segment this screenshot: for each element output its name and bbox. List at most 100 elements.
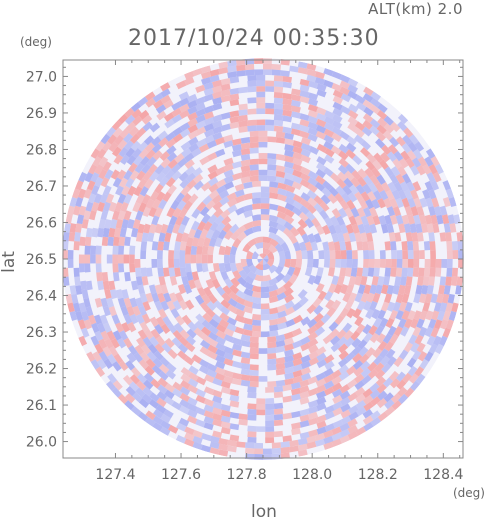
field-cell: [419, 310, 428, 321]
field-cell: [249, 136, 259, 143]
field-cell: [193, 279, 203, 290]
field-cell: [251, 330, 261, 338]
field-cell: [170, 163, 181, 174]
field-cell: [186, 179, 197, 190]
field-cell: [118, 236, 126, 247]
field-cell: [282, 109, 293, 117]
field-cell: [83, 188, 93, 199]
field-cell: [403, 223, 412, 234]
field-cell: [139, 292, 148, 303]
field-cell: [83, 297, 91, 308]
field-cell: [323, 167, 334, 177]
field-cell: [126, 305, 135, 317]
field-cell: [235, 206, 246, 216]
field-cell: [319, 209, 329, 220]
field-cell: [109, 218, 118, 229]
field-cell: [327, 241, 335, 251]
field-cell: [339, 307, 350, 319]
field-cell: [344, 351, 356, 363]
field-cell: [154, 223, 163, 234]
field-cell: [121, 218, 129, 229]
field-cell: [109, 289, 118, 300]
field-cell: [406, 181, 416, 192]
field-cell: [369, 300, 378, 312]
field-cell: [223, 369, 234, 378]
field-cell: [263, 236, 272, 244]
field-cell: [203, 87, 214, 96]
field-cell: [282, 76, 293, 83]
field-cell: [273, 430, 284, 438]
field-cell: [215, 348, 226, 358]
field-cell: [156, 397, 167, 408]
field-cell: [136, 373, 147, 384]
field-cell: [289, 439, 299, 447]
field-cell: [411, 157, 422, 168]
field-cell: [187, 409, 198, 419]
field-cell: [384, 341, 394, 352]
field-cell: [223, 157, 234, 166]
field-cell: [378, 348, 389, 359]
field-cell: [187, 112, 198, 121]
field-cell: [374, 182, 385, 193]
field-cell: [92, 156, 102, 167]
field-cell: [196, 201, 207, 212]
field-cell: [431, 197, 440, 208]
field-cell: [113, 134, 124, 146]
field-cell: [172, 223, 181, 234]
field-cell: [282, 273, 292, 284]
field-cell: [269, 181, 279, 188]
field-cell: [276, 217, 287, 226]
field-cell: [387, 181, 397, 193]
field-cell: [94, 164, 104, 175]
field-cell: [144, 178, 154, 189]
field-cell: [386, 301, 396, 312]
field-cell: [300, 342, 311, 352]
field-cell: [282, 395, 293, 403]
field-cell: [401, 197, 410, 208]
field-cell: [263, 448, 273, 455]
field-cell: [296, 225, 307, 237]
field-cell: [115, 322, 124, 333]
field-cell: [185, 342, 196, 353]
field-cell: [111, 387, 122, 398]
field-cell: [283, 331, 294, 340]
field-cell: [289, 226, 300, 237]
field-cell: [242, 243, 252, 253]
field-cell: [355, 406, 367, 417]
field-cell: [322, 180, 333, 191]
field-cell: [284, 149, 295, 158]
field-cell: [338, 207, 348, 219]
field-cell: [269, 330, 279, 337]
field-cell: [275, 340, 286, 348]
field-cell: [304, 241, 313, 252]
field-cell: [397, 318, 407, 329]
field-cell: [308, 429, 319, 438]
field-cell: [118, 177, 129, 188]
field-cell: [130, 140, 141, 152]
field-cell: [345, 163, 356, 174]
field-cell: [234, 189, 245, 198]
field-cell: [229, 87, 240, 95]
field-cell: [145, 358, 156, 369]
field-cell: [394, 276, 402, 286]
field-cell: [284, 166, 295, 175]
field-cell: [212, 91, 223, 100]
x-tick-label: 127.6: [161, 467, 201, 483]
field-cell: [386, 223, 395, 234]
field-cell: [223, 169, 234, 178]
field-cell: [374, 362, 385, 373]
field-cell: [339, 80, 351, 90]
field-cell: [267, 169, 277, 177]
field-cell: [275, 345, 286, 353]
field-cell: [458, 259, 464, 269]
field-cell: [323, 380, 335, 390]
field-cell: [243, 221, 254, 231]
field-cell: [165, 177, 176, 188]
field-cell: [268, 277, 279, 287]
field-cell: [331, 376, 342, 386]
field-cell: [185, 172, 196, 183]
field-cell: [315, 282, 325, 294]
field-cell: [286, 266, 296, 277]
field-cell: [360, 367, 372, 378]
field-cell: [292, 169, 303, 178]
